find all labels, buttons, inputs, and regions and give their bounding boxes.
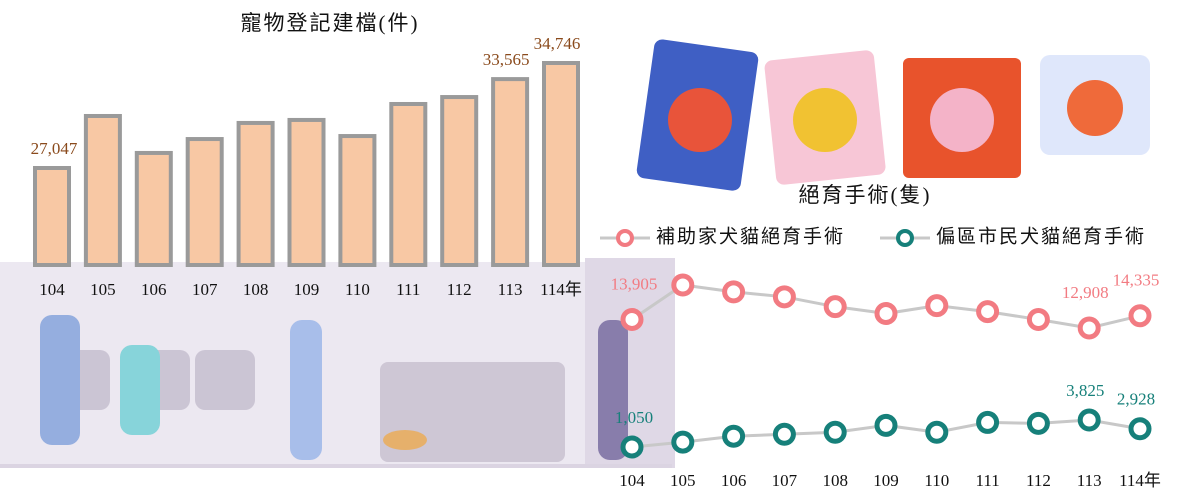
series-point	[1128, 417, 1152, 441]
x-tick-label: 111	[975, 471, 999, 490]
series-point	[1128, 304, 1152, 328]
x-tick-label: 104	[39, 280, 65, 299]
bar	[440, 95, 479, 267]
series-point	[925, 294, 949, 318]
legend-marker	[896, 229, 914, 247]
scene-dog	[383, 430, 427, 450]
scene-person	[290, 320, 322, 460]
x-tick-label: 109	[873, 471, 899, 490]
x-tick-label: 112	[447, 280, 472, 299]
illustration-figure	[1067, 80, 1123, 136]
scene-person	[598, 320, 628, 460]
scene-person	[120, 345, 160, 435]
x-tick-label: 112	[1026, 471, 1051, 490]
series-point	[925, 420, 949, 444]
value-label: 34,746	[534, 34, 581, 53]
series-point	[874, 413, 898, 437]
illustration-figure	[668, 88, 732, 152]
x-tick-label: 114年	[1119, 471, 1161, 490]
series-point	[1026, 411, 1050, 435]
illustration-figure	[930, 88, 994, 152]
value-label: 14,335	[1113, 271, 1160, 290]
bar	[33, 166, 71, 267]
x-tick-label: 110	[924, 471, 949, 490]
bar	[185, 137, 224, 267]
x-tick-label: 111	[396, 280, 420, 299]
series-point	[722, 280, 746, 304]
bar	[491, 77, 530, 267]
bar-chart: 104 27,047 105 106 107 108 109 110 111 112 113 33,5…	[31, 34, 582, 299]
bar	[389, 101, 428, 267]
value-label: 13,905	[611, 274, 658, 293]
series-point	[823, 420, 847, 444]
series-point	[976, 300, 1000, 324]
series-point	[976, 410, 1000, 434]
value-label: 12,908	[1062, 283, 1109, 302]
legend-label: 偏區市民犬貓絕育手術	[936, 225, 1146, 247]
series-point	[1077, 316, 1101, 340]
series-point	[874, 302, 898, 326]
x-tick-label: 105	[670, 471, 696, 490]
series-point	[722, 424, 746, 448]
series-point	[620, 307, 644, 331]
legend-marker	[616, 229, 634, 247]
bar	[236, 120, 275, 267]
bar	[338, 134, 377, 267]
line-chart: 104 105 106 107 108 109 110 111 112 113 114年 13,905…	[600, 225, 1161, 490]
scene-person	[40, 315, 80, 445]
value-label: 2,928	[1117, 390, 1155, 409]
x-tick-label: 104	[619, 471, 645, 490]
value-label: 1,050	[615, 408, 653, 427]
value-label: 3,825	[1066, 381, 1104, 400]
value-label: 33,565	[483, 50, 530, 69]
x-tick-label: 107	[192, 280, 218, 299]
series-point	[823, 295, 847, 319]
background-scene	[0, 258, 675, 468]
x-tick-label: 114年	[540, 280, 582, 299]
bar-chart-title: 寵物登記建檔(件)	[241, 11, 420, 35]
x-tick-label: 107	[772, 471, 798, 490]
x-tick-label: 105	[90, 280, 116, 299]
x-tick-label: 113	[498, 280, 523, 299]
legend-label: 補助家犬貓絕育手術	[656, 225, 845, 247]
series-point	[772, 422, 796, 446]
x-tick-label: 108	[822, 471, 848, 490]
x-tick-label: 106	[141, 280, 167, 299]
series-point	[772, 285, 796, 309]
value-label: 27,047	[31, 139, 78, 158]
bar	[134, 150, 173, 267]
series-point	[1077, 408, 1101, 432]
x-tick-label: 110	[345, 280, 370, 299]
line-chart-title: 絕育手術(隻)	[799, 183, 932, 207]
bar	[542, 61, 580, 267]
bar	[83, 113, 122, 268]
series-point	[1026, 308, 1050, 332]
scene-floor	[0, 464, 672, 468]
series-point	[671, 273, 695, 297]
series-point	[620, 435, 644, 459]
x-tick-label: 113	[1077, 471, 1102, 490]
illustrations	[636, 39, 1150, 191]
illustration-figure	[793, 88, 857, 152]
bar	[287, 117, 326, 267]
x-tick-label: 108	[243, 280, 269, 299]
x-tick-label: 106	[721, 471, 747, 490]
scene-counter	[380, 362, 565, 462]
series-point	[671, 430, 695, 454]
x-tick-label: 109	[294, 280, 320, 299]
scene-chair	[195, 350, 255, 410]
